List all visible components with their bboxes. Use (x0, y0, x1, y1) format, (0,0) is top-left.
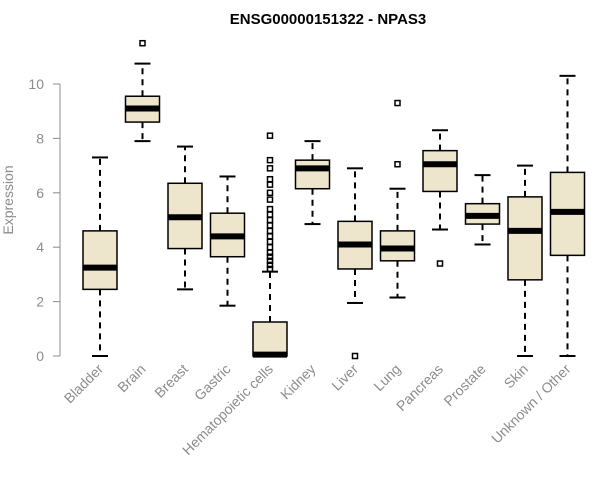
y-axis-ticks: 0 2 4 6 8 10 (28, 76, 60, 364)
outlier-point (266, 238, 274, 246)
outlier-point (266, 156, 274, 164)
outlier-point (139, 39, 146, 47)
outlier-point (266, 257, 274, 265)
outlier-point (266, 196, 274, 203)
outlier-point (266, 233, 274, 240)
outlier-point (266, 132, 274, 139)
y-tick-label: 0 (36, 348, 44, 364)
outlier-point (266, 261, 274, 269)
box-iqr (252, 321, 288, 357)
outlier-point (266, 253, 274, 260)
outlier-point (266, 165, 274, 172)
x-tick-label: Breast (151, 361, 191, 401)
box-group (82, 156, 118, 357)
box-group (252, 132, 288, 358)
box-iqr (82, 230, 118, 291)
outlier-point (266, 175, 274, 183)
y-tick-label: 8 (36, 130, 44, 146)
outlier-point (266, 216, 274, 224)
outlier-point (266, 189, 274, 197)
outlier-point (351, 352, 359, 360)
x-tick-label: Brain (114, 361, 148, 395)
boxes-layer (82, 39, 586, 360)
x-tick-label: Kidney (277, 361, 319, 403)
outlier-point (266, 211, 274, 218)
outlier-point (266, 181, 274, 188)
box-group (549, 74, 586, 357)
chart-title: ENSG00000151322 - NPAS3 (230, 11, 427, 28)
outlier-point (266, 265, 274, 273)
x-tick-label: Pancreas (393, 361, 446, 414)
box-iqr (294, 159, 331, 190)
x-tick-label: Liver (328, 361, 361, 394)
outlier-point (394, 99, 401, 107)
y-tick-label: 6 (36, 185, 44, 201)
x-tick-label: Prostate (440, 361, 488, 409)
y-tick-label: 2 (36, 294, 44, 310)
box-group (294, 140, 331, 226)
y-tick-label: 10 (28, 76, 44, 92)
x-tick-label: Bladder (61, 361, 107, 407)
box-group (124, 39, 161, 143)
box-group (337, 167, 373, 360)
box-group (167, 145, 203, 291)
x-tick-label: Unknown / Other (488, 361, 574, 447)
x-tick-label: Skin (501, 361, 532, 392)
x-tick-label: Lung (370, 361, 403, 394)
box-group (422, 129, 458, 267)
box-iqr (507, 196, 543, 281)
box-group (464, 174, 501, 246)
outlier-point (394, 160, 401, 168)
y-tick-label: 4 (36, 239, 44, 255)
outlier-point (266, 222, 274, 229)
outlier-point (266, 227, 274, 235)
outlier-point (266, 249, 274, 256)
box-group (507, 164, 543, 357)
outlier-point (436, 260, 444, 267)
box-iqr (422, 149, 458, 193)
box-group (209, 175, 246, 307)
outlier-point (266, 205, 274, 213)
box-group (379, 99, 416, 299)
outlier-point (266, 243, 274, 251)
y-axis-label: Expression (0, 165, 16, 234)
